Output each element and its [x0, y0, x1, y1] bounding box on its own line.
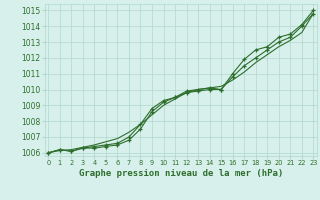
X-axis label: Graphe pression niveau de la mer (hPa): Graphe pression niveau de la mer (hPa): [79, 169, 283, 178]
